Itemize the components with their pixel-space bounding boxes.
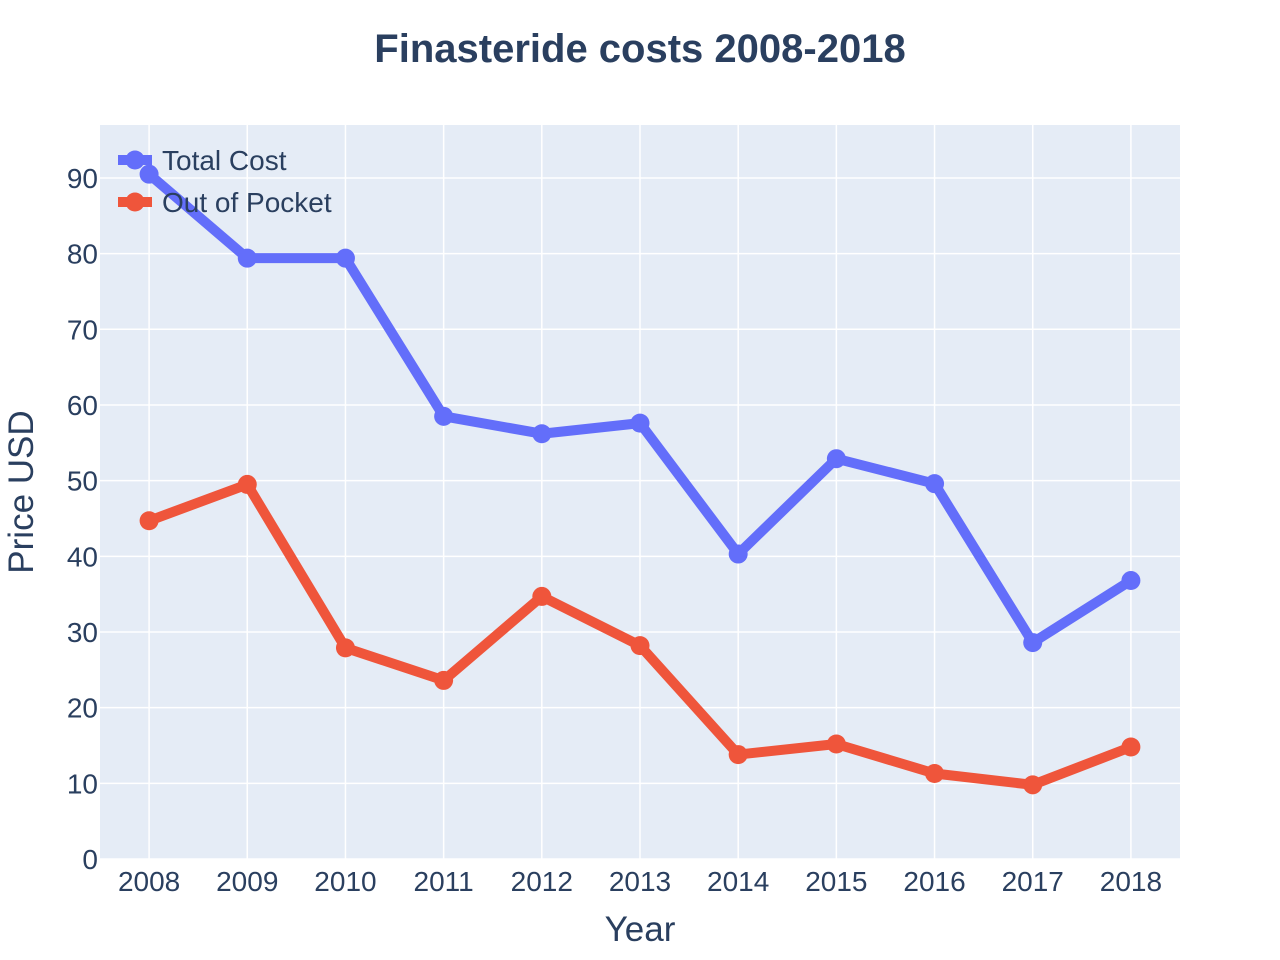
chart-title: Finasteride costs 2008-2018: [374, 27, 905, 71]
x-tick-label: 2008: [118, 866, 180, 897]
y-tick-label: 40: [67, 541, 98, 572]
x-tick-label: 2010: [314, 866, 376, 897]
y-tick-label: 20: [67, 693, 98, 724]
x-tick-label: 2011: [414, 866, 474, 897]
data-point[interactable]: [1023, 775, 1043, 795]
y-tick-label: 50: [67, 466, 98, 497]
data-point[interactable]: [728, 745, 748, 765]
data-point[interactable]: [237, 248, 257, 268]
y-tick-label: 0: [82, 844, 98, 875]
y-tick-label: 70: [67, 314, 98, 345]
data-point[interactable]: [335, 248, 355, 268]
data-point[interactable]: [826, 734, 846, 754]
legend[interactable]: Total Cost Out of Pocket: [118, 145, 332, 218]
legend-item[interactable]: Out of Pocket: [118, 187, 332, 218]
x-tick-label: 2017: [1002, 866, 1064, 897]
x-tick-label: 2013: [609, 866, 671, 897]
data-point[interactable]: [925, 763, 945, 783]
x-tick-label: 2018: [1100, 866, 1162, 897]
y-tick-label: 60: [67, 390, 98, 421]
data-point[interactable]: [434, 670, 454, 690]
data-point[interactable]: [532, 586, 552, 606]
series-0: [139, 164, 1141, 653]
data-point[interactable]: [532, 424, 552, 444]
data-point[interactable]: [1121, 571, 1141, 591]
y-tick-label: 90: [67, 163, 98, 194]
data-point[interactable]: [335, 638, 355, 658]
data-point[interactable]: [630, 413, 650, 433]
legend-marker-swatch: [125, 150, 145, 170]
data-point[interactable]: [139, 164, 159, 184]
y-tick-label: 10: [67, 768, 98, 799]
axis-ticks: 0 10 20 30 40 50 60 70 80 90 2008 2009 2010 2011 2012 2…: [67, 163, 1162, 897]
data-point[interactable]: [434, 406, 454, 426]
data-point[interactable]: [139, 511, 159, 531]
series-1: [139, 474, 1141, 795]
legend-label: Total Cost: [162, 145, 287, 176]
legend-item[interactable]: Total Cost: [118, 145, 287, 176]
y-tick-label: 80: [67, 239, 98, 270]
data-point[interactable]: [826, 449, 846, 469]
legend-marker-swatch: [125, 192, 145, 212]
x-tick-label: 2012: [511, 866, 573, 897]
x-tick-label: 2009: [216, 866, 278, 897]
data-point[interactable]: [728, 544, 748, 564]
series-layer: [139, 164, 1141, 795]
data-point[interactable]: [925, 474, 945, 494]
x-tick-label: 2014: [707, 866, 769, 897]
data-point[interactable]: [1023, 633, 1043, 653]
x-tick-label: 2015: [805, 866, 867, 897]
data-point[interactable]: [630, 636, 650, 656]
x-tick-label: 2016: [903, 866, 965, 897]
legend-label: Out of Pocket: [162, 187, 332, 218]
x-axis-title: Year: [605, 910, 676, 949]
data-point[interactable]: [237, 474, 257, 494]
data-point[interactable]: [1121, 737, 1141, 757]
y-tick-label: 30: [67, 617, 98, 648]
y-axis-title: Price USD: [2, 410, 41, 573]
